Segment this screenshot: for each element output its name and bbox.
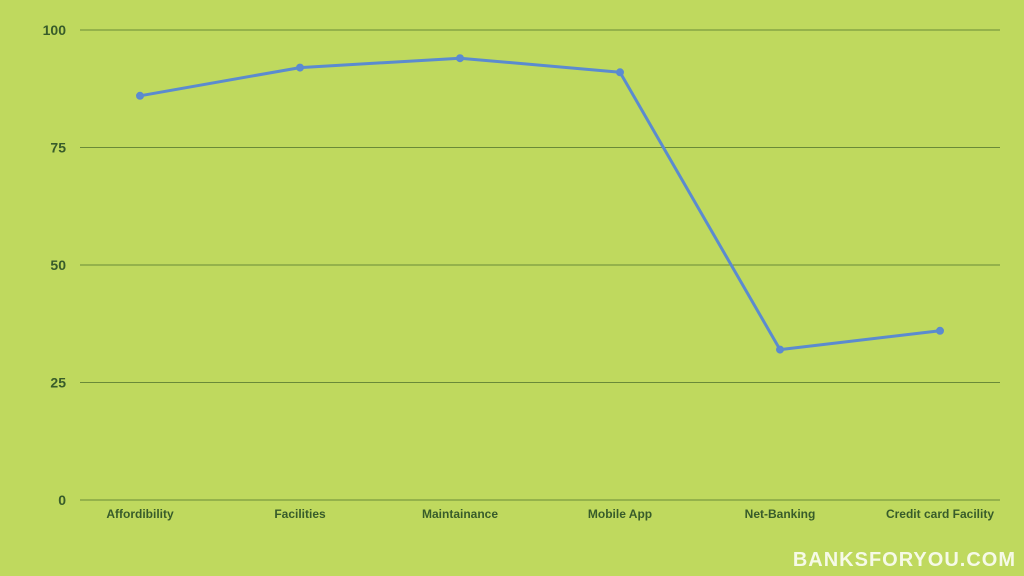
x-category-label: Net-Banking — [745, 507, 816, 521]
y-tick-label: 75 — [50, 140, 66, 156]
x-category-label: Maintainance — [422, 507, 498, 521]
data-point — [457, 55, 464, 62]
data-point — [297, 64, 304, 71]
data-point — [137, 92, 144, 99]
x-category-label: Facilities — [274, 507, 326, 521]
data-point — [617, 69, 624, 76]
chart-svg: 0 25 50 75 100 Affordibility Facilities Maintai… — [0, 0, 1024, 576]
x-category-label: Affordibility — [106, 507, 174, 521]
watermark-text: BANKSFORYOU.COM — [793, 549, 1016, 572]
y-tick-label: 0 — [58, 492, 66, 508]
x-category-label: Mobile App — [588, 507, 652, 521]
y-tick-label: 25 — [50, 375, 66, 391]
data-point — [777, 346, 784, 353]
data-point — [937, 327, 944, 334]
y-tick-label: 50 — [50, 257, 66, 273]
line-chart: 0 25 50 75 100 Affordibility Facilities Maintai… — [0, 0, 1024, 576]
x-category-label: Credit card Facility — [886, 507, 994, 521]
series-line — [140, 58, 940, 349]
y-tick-label: 100 — [43, 22, 67, 38]
